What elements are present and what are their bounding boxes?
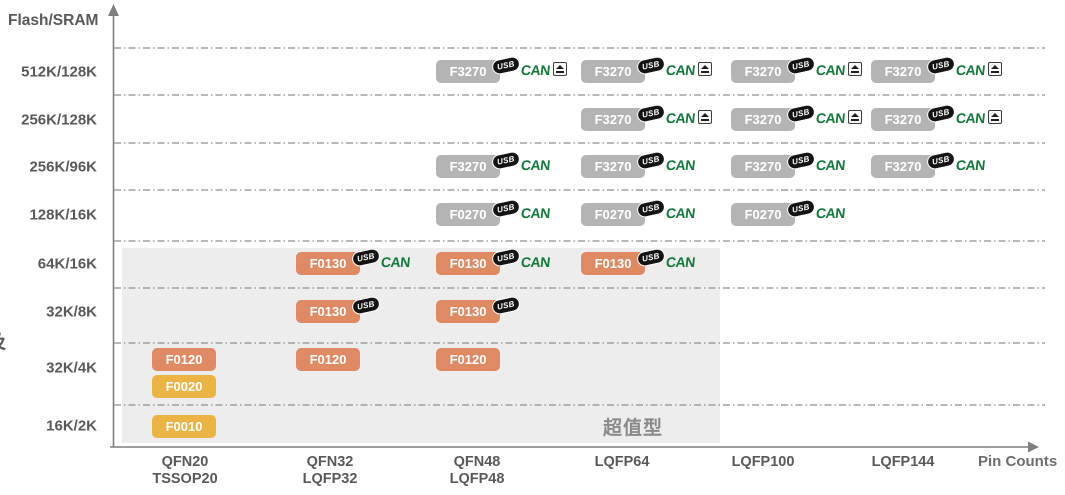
clipped-left-label: 及 — [0, 327, 6, 354]
chip-cluster: F0270 USB CAN — [581, 198, 696, 226]
can-icon: CAN — [814, 109, 846, 126]
mcu-chip: F3270 — [731, 155, 795, 178]
chip-cluster: F0130 USB — [296, 295, 382, 323]
eject-icon — [847, 110, 862, 124]
mcu-chip: F3270 — [871, 60, 935, 83]
can-icon: CAN — [664, 156, 696, 173]
mcu-chip: F0130 — [581, 252, 645, 275]
mcu-chip: F3270 — [436, 155, 500, 178]
can-icon: CAN — [519, 204, 551, 221]
eject-icon — [552, 62, 567, 76]
chip-cluster: F3270 USB CAN — [731, 55, 862, 83]
mcu-chip: F0010 — [152, 415, 216, 438]
mcu-chip: F3270 — [731, 108, 795, 131]
mcu-chip: F3270 — [871, 155, 935, 178]
y-axis-title: Flash/SRAM — [8, 12, 99, 29]
can-icon: CAN — [664, 61, 696, 78]
chip-cluster: F3270 USB CAN — [581, 150, 696, 178]
mcu-chip: F0270 — [581, 203, 645, 226]
chip-cluster: F0130 USB CAN — [296, 247, 411, 275]
can-icon: CAN — [814, 156, 846, 173]
value-series-region — [122, 248, 720, 443]
mcu-chip: F3270 — [581, 108, 645, 131]
chip-cluster: F0020 — [152, 375, 216, 398]
chip-cluster: F0130 USB — [436, 295, 522, 323]
can-icon: CAN — [814, 204, 846, 221]
chip-cluster: F0120 — [152, 348, 216, 371]
x-tick-label: LQFP64 — [594, 454, 650, 470]
can-icon: CAN — [954, 61, 986, 78]
x-tick-label: LQFP144 — [871, 454, 935, 470]
eject-icon — [987, 110, 1002, 124]
mcu-chip: F3270 — [581, 60, 645, 83]
y-tick-label: 64K/16K — [37, 255, 97, 273]
mcu-chip: F3270 — [731, 60, 795, 83]
y-tick-label: 16K/2K — [46, 417, 97, 435]
mcu-chip: F0120 — [436, 348, 500, 371]
eject-icon — [697, 62, 712, 76]
eject-icon — [697, 110, 712, 124]
mcu-chip: F0270 — [731, 203, 795, 226]
chip-cluster: F3270 USB CAN — [436, 150, 551, 178]
chip-cluster: F3270 USB CAN — [871, 150, 986, 178]
mcu-chip: F0130 — [436, 252, 500, 275]
mcu-chip: F0130 — [296, 300, 360, 323]
can-icon: CAN — [664, 253, 696, 270]
y-tick-label: 256K/96K — [29, 158, 97, 176]
y-tick-label: 512K/128K — [21, 63, 97, 81]
can-icon: CAN — [379, 253, 411, 270]
chip-cluster: F3270 USB CAN — [871, 103, 1002, 131]
can-icon: CAN — [954, 109, 986, 126]
chip-cluster: F3270 USB CAN — [436, 55, 567, 83]
x-tick-label: QFN32 LQFP32 — [302, 454, 358, 487]
mcu-chip: F3270 — [436, 60, 500, 83]
can-icon: CAN — [664, 109, 696, 126]
mcu-chip: F0120 — [296, 348, 360, 371]
mcu-chip: F0270 — [436, 203, 500, 226]
chip-cluster: F3270 USB CAN — [871, 55, 1002, 83]
chip-cluster: F0270 USB CAN — [436, 198, 551, 226]
value-series-label: 超值型 — [603, 418, 664, 439]
chip-cluster: F0120 — [296, 348, 360, 371]
eject-icon — [987, 62, 1002, 76]
chip-cluster: F0130 USB CAN — [581, 247, 696, 275]
chip-cluster: F3270 USB CAN — [581, 103, 712, 131]
x-tick-label: QFN20 TSSOP20 — [152, 454, 218, 487]
y-tick-label: 256K/128K — [21, 111, 97, 129]
can-icon: CAN — [519, 61, 551, 78]
chip-cluster: F0120 — [436, 348, 500, 371]
can-icon: CAN — [519, 156, 551, 173]
chip-cluster: F3270 USB CAN — [581, 55, 712, 83]
mcu-chip: F3270 — [581, 155, 645, 178]
can-icon: CAN — [954, 156, 986, 173]
y-tick-label: 32K/4K — [46, 359, 97, 377]
eject-icon — [847, 62, 862, 76]
chip-cluster: F0010 — [152, 415, 216, 438]
x-tick-label: LQFP100 — [731, 454, 795, 470]
chip-cluster: F3270 USB CAN — [731, 103, 862, 131]
chip-cluster: F3270 USB CAN — [731, 150, 846, 178]
y-tick-label: 128K/16K — [29, 206, 97, 224]
x-tick-label: QFN48 LQFP48 — [449, 454, 505, 487]
mcu-chip: F0130 — [296, 252, 360, 275]
can-icon: CAN — [519, 253, 551, 270]
mcu-chip: F0120 — [152, 348, 216, 371]
mcu-chip: F0130 — [436, 300, 500, 323]
mcu-chip: F3270 — [871, 108, 935, 131]
y-tick-label: 32K/8K — [46, 303, 97, 321]
can-icon: CAN — [664, 204, 696, 221]
can-icon: CAN — [814, 61, 846, 78]
x-axis-title: Pin Counts — [978, 453, 1058, 470]
chip-cluster: F0130 USB CAN — [436, 247, 551, 275]
mcu-chip: F0020 — [152, 375, 216, 398]
chip-cluster: F0270 USB CAN — [731, 198, 846, 226]
